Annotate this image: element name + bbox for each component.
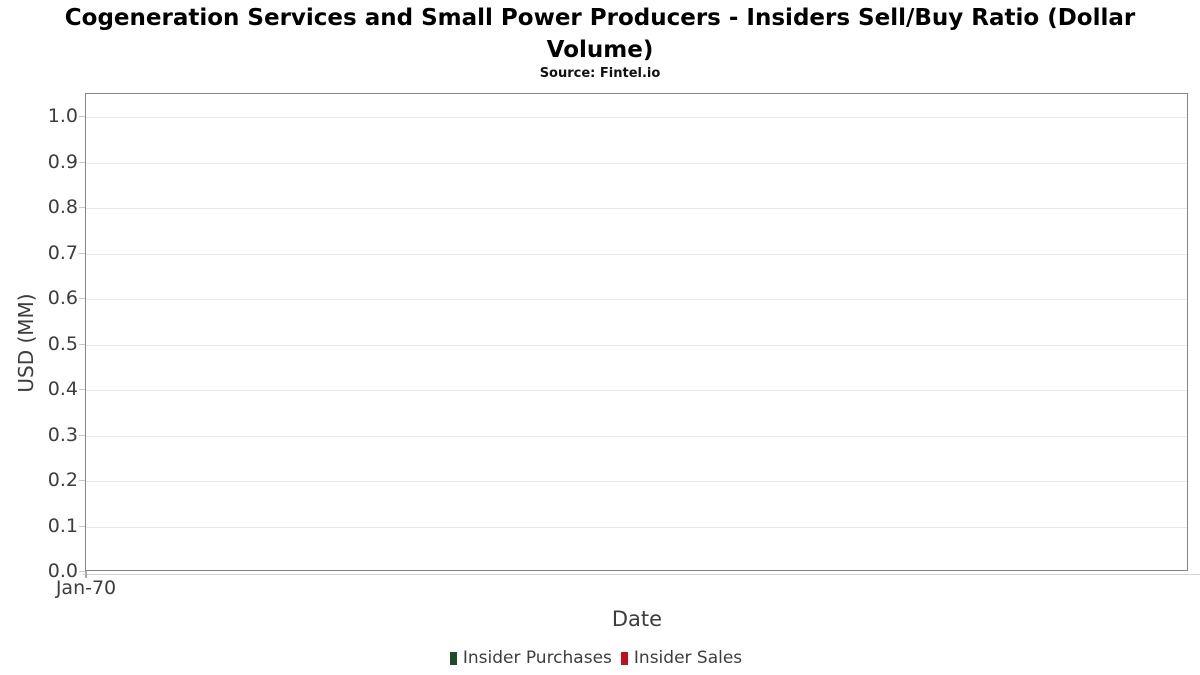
y-tick-mark (79, 344, 85, 345)
gridline (86, 390, 1187, 391)
gridline (86, 481, 1187, 482)
y-tick-label: 0.4 (47, 378, 78, 400)
gridline (86, 117, 1187, 118)
x-axis-line (83, 574, 1200, 575)
y-tick-label: 0.7 (47, 242, 78, 264)
plot-area (85, 93, 1188, 571)
y-tick-label: 0.9 (47, 151, 78, 173)
gridline (86, 299, 1187, 300)
y-tick-label: 0.5 (47, 333, 78, 355)
gridline (86, 436, 1187, 437)
y-tick-mark (79, 526, 85, 527)
y-tick-mark (79, 207, 85, 208)
y-tick-mark (79, 298, 85, 299)
y-tick-mark (79, 435, 85, 436)
gridline (86, 345, 1187, 346)
chart-title: Cogeneration Services and Small Power Pr… (0, 2, 1200, 66)
y-tick-label: 0.3 (47, 424, 78, 446)
y-tick-mark (79, 389, 85, 390)
y-tick-label: 0.1 (47, 515, 78, 537)
y-tick-mark (79, 480, 85, 481)
legend-label: Insider Purchases (462, 648, 612, 668)
y-tick-label: 0.8 (47, 196, 78, 218)
y-tick-label: 0.6 (47, 287, 78, 309)
gridline (86, 208, 1187, 209)
x-tick-mark (85, 571, 87, 578)
chart-title-line-2: Volume) (546, 37, 654, 63)
y-tick-mark (79, 116, 85, 117)
legend-swatch-icon (449, 651, 457, 665)
y-tick-label: 1.0 (47, 105, 78, 127)
legend-item: Insider Purchases (449, 648, 612, 668)
legend-swatch-icon (620, 651, 628, 665)
legend: Insider Purchases Insider Sales (0, 648, 1192, 668)
legend-item: Insider Sales (620, 648, 743, 668)
x-tick-label: Jan-70 (55, 577, 117, 599)
y-tick-label: 0.2 (47, 469, 78, 491)
gridline (86, 163, 1187, 164)
y-tick-mark (79, 253, 85, 254)
gridline (86, 254, 1187, 255)
legend-label: Insider Sales (633, 648, 743, 668)
y-tick-mark (79, 162, 85, 163)
gridline (86, 527, 1187, 528)
chart-subtitle: Source: Fintel.io (539, 66, 661, 81)
chart-title-line-1: Cogeneration Services and Small Power Pr… (64, 5, 1136, 31)
y-tick-mark (79, 571, 85, 572)
y-tick-label: 0.0 (47, 560, 78, 582)
x-axis-title: Date (611, 607, 663, 631)
